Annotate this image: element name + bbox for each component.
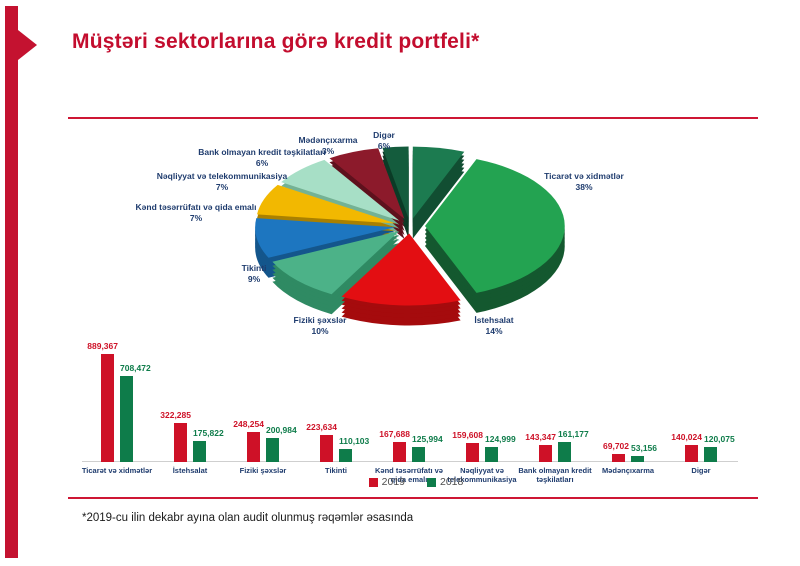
legend-label: 2019 [381,476,405,488]
bar-2019 [247,432,260,462]
pie-slice [412,146,465,219]
bar-2018 [193,441,206,462]
legend-item-2018: 2018 [427,476,463,488]
bar-value-2019: 159,608 [452,430,483,440]
bar-2018 [704,447,717,462]
bar-2018 [266,438,279,462]
bar-value-2018: 120,075 [704,434,735,444]
pie-slice-label: Nəqliyyat və telekommunikasiya 7% [156,171,288,193]
legend: 2019 2018 [300,476,532,488]
bar-value-2019: 140,024 [671,432,702,442]
bar-category-label: Digər [691,466,711,475]
legend-item-2019: 2019 [368,476,405,488]
bar-category-label: Bank olmayan kredit təşkilatları [518,466,592,484]
bar-category-label: Kənd təsərrüfatı və qida emalı [375,466,443,484]
bar-value-2018: 53,156 [631,443,657,453]
bar-value-2019: 143,347 [525,432,556,442]
pie-slice [257,184,396,224]
bar-category-label: Tikinti [325,466,347,475]
pie-slice [341,233,461,306]
pie-slice [329,148,405,219]
bar-value-2018: 161,177 [558,429,589,439]
pie-slice-label: Kənd təsərrüfatı və qida emalı 7% [135,202,257,224]
bottom-divider [68,497,758,499]
bar-2019 [685,445,698,462]
pie-slice [255,218,396,258]
pie-slice-label: İstehsalat 14% [474,315,514,337]
bar-value-2019: 69,702 [603,441,629,451]
bar-2019 [101,354,114,462]
bar-value-2019: 889,367 [87,341,118,351]
bar-category-label: İstehsalat [172,466,208,475]
bar-value-2018: 175,822 [193,428,224,438]
bar-value-2018: 110,103 [339,436,370,446]
bar-2019 [320,435,333,462]
bar-value-2019: 223,634 [306,422,337,432]
bar-category-label: Nəqliyyat və telekommunikasiya [447,466,517,484]
bar-2018 [339,449,352,462]
bar-value-2018: 125,994 [412,434,443,444]
bar-value-2019: 248,254 [233,419,264,429]
pie-slice-label: Fiziki şəxslər 10% [293,315,347,337]
page-title: Müştəri sektorlarına görə kredit portfel… [72,30,480,53]
legend-swatch-icon [368,477,378,487]
bar-value-2018: 708,472 [120,363,151,373]
pie-slice-label: Mədənçıxarma 3% [298,135,358,157]
pie-slice [281,159,400,221]
bar-category-label: Ticarət və xidmətlər [81,466,153,475]
bar-2019 [466,443,479,462]
bar-2018 [120,376,133,462]
left-accent-ribbon [5,6,18,558]
pie-slice-label: Tikinti 9% [241,263,267,285]
pie-slice-label: Bank olmayan kredit təşkilatları 6% [198,147,326,169]
legend-label: 2018 [440,476,464,488]
bar-2019 [174,423,187,462]
footnote: *2019-cu ilin dekabr ayına olan audit ol… [82,512,414,524]
legend-swatch-icon [427,477,436,487]
bar-2019 [612,454,625,462]
bar-category-labels: Ticarət və xidmətlər İstehsalat Fiziki şəx… [80,466,740,492]
bar-2019 [393,442,406,462]
pie-slice [425,159,565,293]
top-divider [68,117,758,119]
bar-value-2019: 167,688 [379,429,410,439]
bar-2019 [539,445,552,462]
pie-slice-label: Ticarət və xidmətlər 38% [544,171,624,193]
pie-slice [382,146,409,219]
bar-value-2018: 124,999 [485,434,516,444]
x-axis-line [82,461,738,462]
bar-value-2019: 322,285 [160,410,191,420]
bar-value-2018: 200,984 [266,425,297,435]
bar-2018 [558,442,571,462]
pie-slice-label: Digər 6% [373,130,395,152]
bar-chart: 889,367 708,472 322,285 175,822 248,254 200,9… [80,340,740,462]
bar-2018 [412,447,425,462]
bar-2018 [631,456,644,462]
left-accent-arrow-icon [18,30,37,60]
bar-category-label: Fiziki şəxslər [239,466,287,475]
bar-2018 [485,447,498,462]
pie-slice [272,231,400,295]
bar-category-label: Mədənçıxarma [601,466,655,475]
